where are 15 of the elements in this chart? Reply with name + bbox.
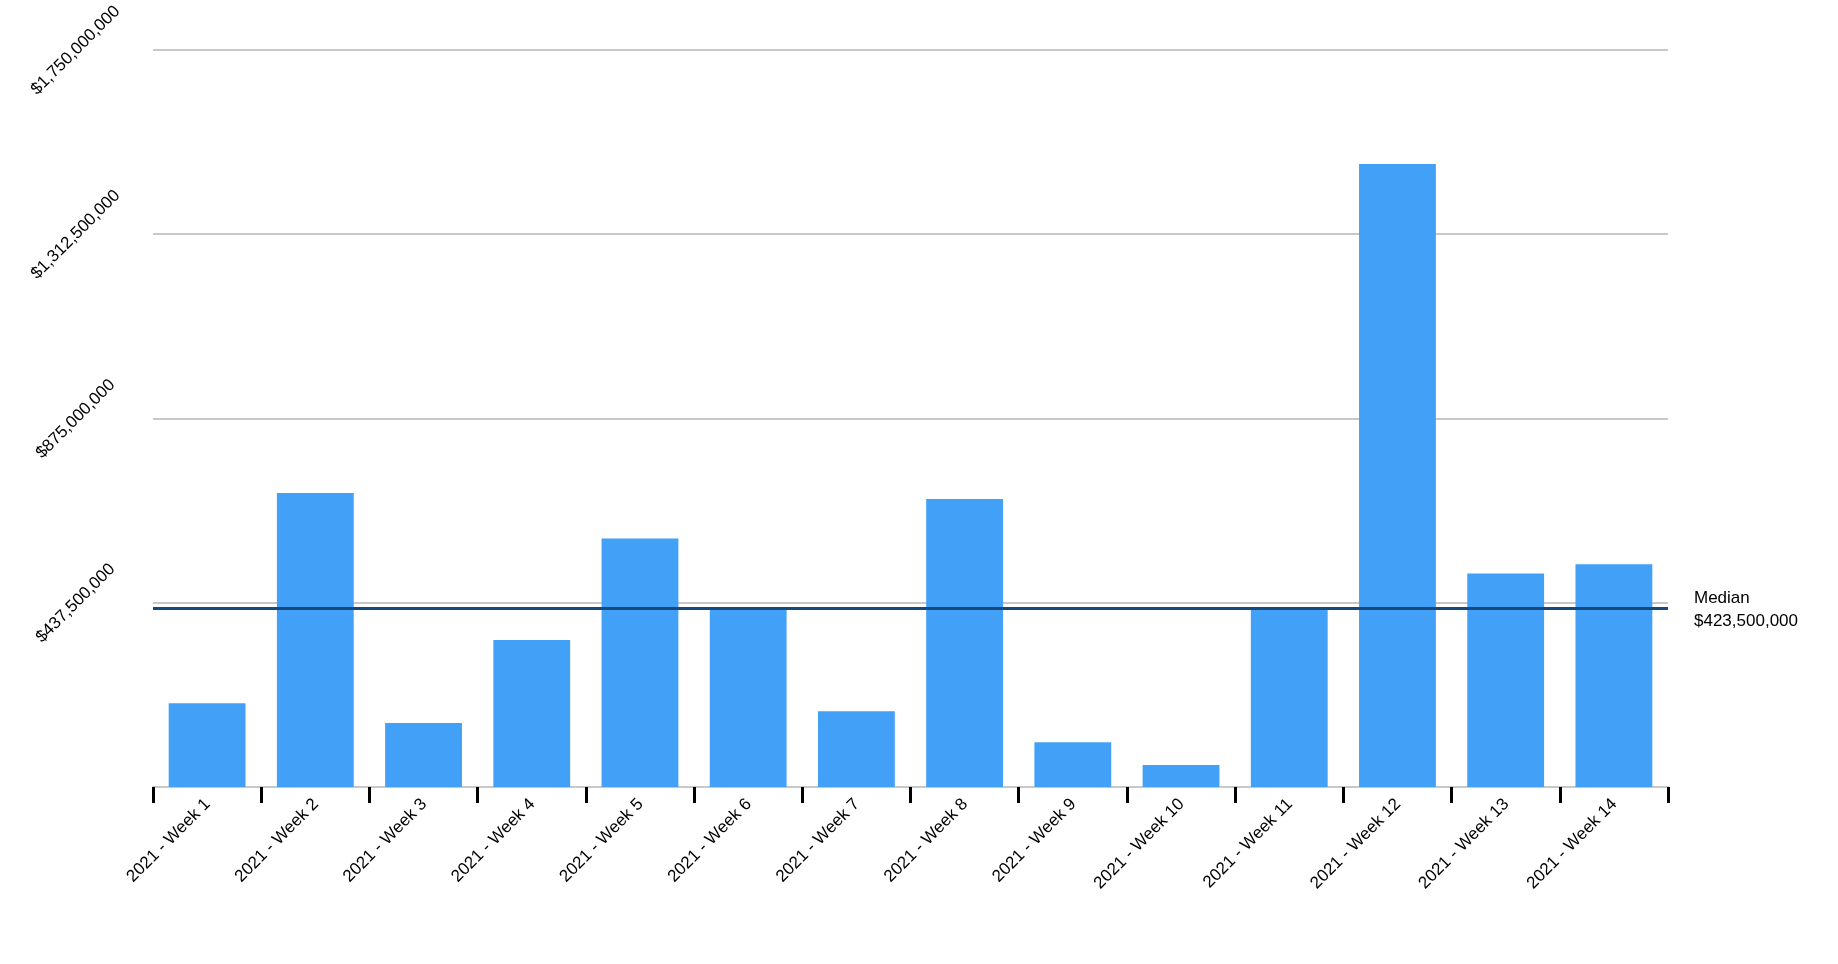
bar [1250,608,1328,787]
bar [1034,742,1112,787]
bar [493,640,571,787]
bar [276,493,354,787]
bar [385,722,462,787]
bar [709,608,787,787]
bar [926,498,1004,787]
bar [817,711,895,787]
bar [1467,573,1545,787]
bar [1575,564,1653,787]
bar [168,703,246,787]
bar [1142,765,1220,787]
bar [601,538,679,787]
bar [1359,164,1436,787]
ref-line-label: Median $423,500,000 [1694,587,1798,630]
